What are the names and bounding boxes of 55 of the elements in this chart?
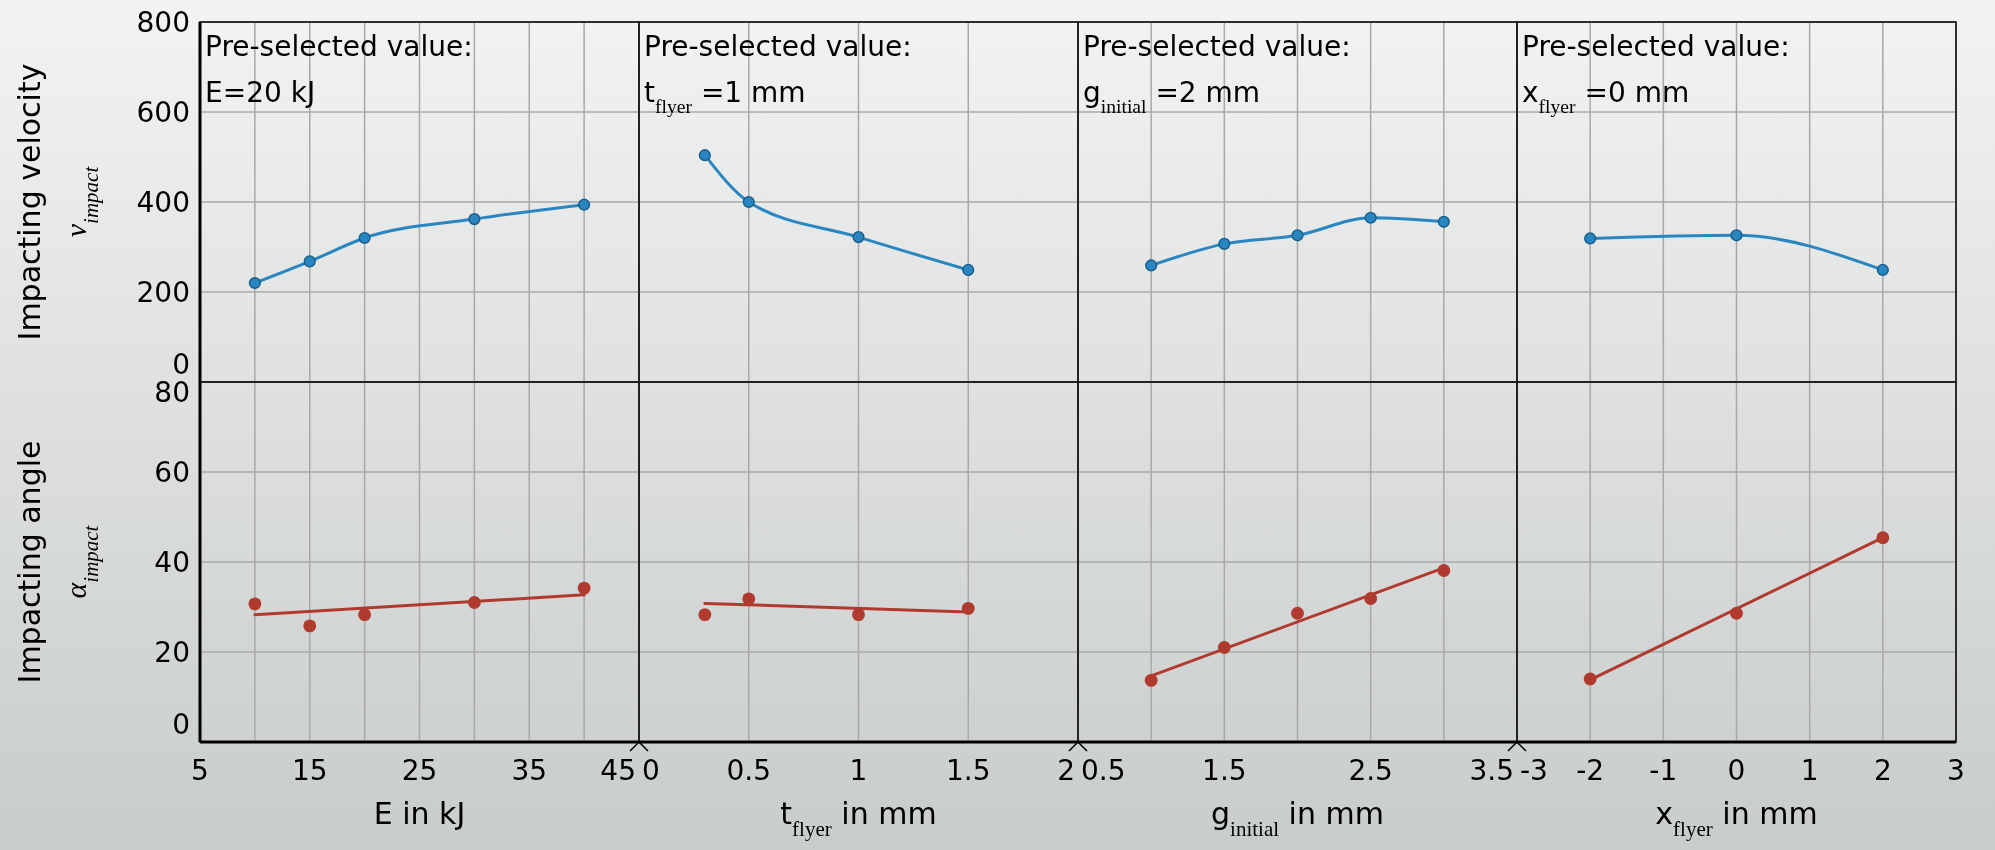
x-tick-label: 35 [511, 754, 548, 787]
x-tick-label: 0.5 [726, 754, 772, 787]
y-tick-label: 40 [154, 546, 190, 579]
y-tick-label: 600 [136, 96, 190, 129]
x-tick-label: -1 [1649, 754, 1678, 787]
x-tick-label: 5 [191, 754, 209, 787]
x-axis-title: x$_{flyer}$ in mm [1655, 796, 1818, 841]
x-tick-label: 2 [1873, 754, 1892, 787]
chart-title: Pre-selected value: [644, 30, 912, 63]
x-tick-label: 45 [600, 754, 636, 787]
y-tick-label: 60 [154, 456, 190, 489]
x-tick-label: 0.5 [1081, 754, 1126, 787]
x-tick-label: 2 [1057, 754, 1075, 787]
x-tick-label: -2 [1576, 754, 1605, 787]
point [578, 198, 591, 211]
point [852, 231, 865, 244]
x-tick-label: 25 [401, 754, 438, 787]
x-axis-title: g$_{initial}$ in mm [1211, 796, 1384, 841]
y-tick-label: 0 [172, 708, 190, 741]
y-tick-label: 400 [136, 186, 190, 219]
point [358, 231, 371, 245]
chart-title: Pre-selected value: [1083, 30, 1351, 63]
x-tick-label: 15 [291, 754, 328, 787]
y-tick-label: 800 [136, 6, 190, 39]
point [1218, 237, 1231, 250]
text: t$_{flyer}$ =1 mm [644, 76, 806, 117]
point [1145, 259, 1158, 272]
point [303, 255, 316, 268]
point [468, 213, 481, 226]
point [962, 263, 975, 277]
x-tick-label: 0 [1727, 754, 1746, 787]
point [248, 276, 261, 290]
text: E=20 kJ [205, 76, 316, 109]
text: x$_{flyer}$ =0 mm [1522, 76, 1690, 117]
x-tick-label: 2.5 [1348, 754, 1393, 787]
x-tick-label: -3 [1520, 754, 1548, 787]
x-tick-label: 1 [1800, 754, 1819, 787]
point [1291, 229, 1304, 242]
y-tick-label: 200 [136, 276, 190, 309]
chart-title: Pre-selected value: [1522, 30, 1790, 63]
point [1364, 211, 1377, 224]
x-tick-label: 1.5 [1202, 754, 1247, 787]
x-tick-label: 3.5 [1469, 754, 1514, 787]
text: g$_{initial}$ =2 mm [1083, 76, 1261, 117]
point [742, 195, 755, 209]
x-tick-label: 0 [642, 754, 660, 787]
x-tick-label: 1.5 [945, 754, 991, 787]
x-tick-label: 3 [1947, 754, 1965, 787]
x-tick-label: 1 [849, 754, 868, 787]
point [698, 149, 711, 162]
x-axis-title: E in kJ [373, 796, 466, 831]
point [1437, 215, 1450, 228]
x-axis-title: t$_{flyer}$ in mm [780, 796, 937, 841]
chart-title: Pre-selected value: [205, 30, 473, 63]
y-tick-label: 20 [154, 636, 190, 669]
